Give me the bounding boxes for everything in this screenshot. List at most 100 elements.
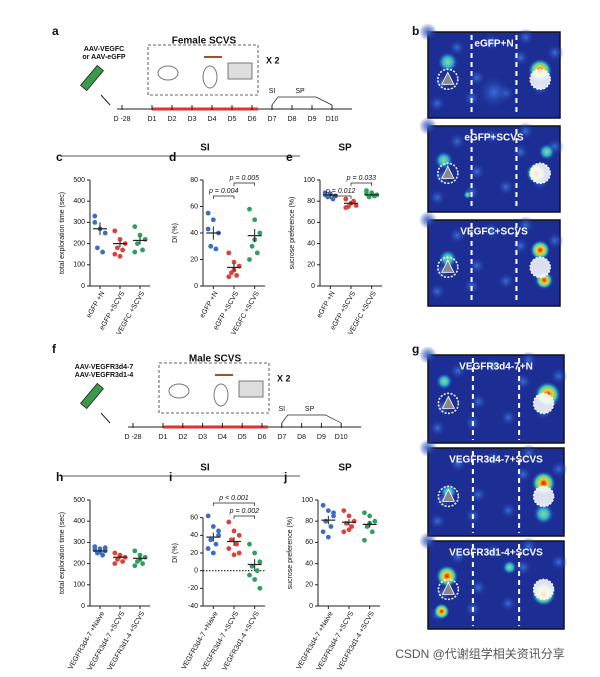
heatmap-blob [502,560,517,575]
panel-label: j [283,470,287,484]
vector-label: AAV-VEGFR3d4-7 [75,364,134,371]
heatmap-label: VEGFR3d4-7+N [459,362,533,373]
heatmap-label: VEGFR3d1-4+SCVS [449,548,543,559]
data-point [320,529,326,535]
heatmap-blob [533,504,554,524]
protocol-title: Male SCVS [189,354,242,365]
y-axis-label: DI (%) [172,543,179,563]
section-label: SP [338,143,352,154]
test-label: SP [305,406,315,413]
heatmap-mottle [467,256,486,275]
day-label: D6 [258,434,267,441]
p-value: p = 0.002 [229,508,259,515]
x-tick-label: VEGFR3d4-7 +SCVS [316,610,356,672]
y-tick-label: 80 [305,518,313,525]
y-tick-label: 500 [73,497,85,504]
needle [100,412,111,424]
y-tick-label: 0 [81,283,85,290]
data-point [102,230,108,236]
icon [238,380,264,398]
object [441,488,456,502]
x-tick-label: VEGFR3d4-7 +Naive [67,610,106,671]
mouse-zone [529,162,551,185]
protocol-box [158,362,270,414]
data-point [140,561,146,566]
heatmap-mottle [519,444,538,463]
heatmap-mottle [514,465,533,484]
heatmap-mottle [516,216,535,235]
significance-bracket [350,182,373,186]
data-point [346,527,352,533]
data-point [132,563,138,569]
data-point [247,572,252,578]
heatmap-mottle [419,211,437,229]
day-label: D8 [288,116,297,123]
data-point [366,194,372,200]
y-tick-label: 0 [309,603,313,610]
heatmap-blob [434,151,453,170]
heatmap-mottle [516,28,535,47]
data-point [247,206,252,212]
p-value: p < 0.001 [218,495,248,502]
y-tick-label: 20 [190,256,198,263]
object-zone [437,485,460,508]
y-tick-label: 60 [307,219,315,226]
mouse-zone [529,68,551,91]
data-point [112,550,118,556]
day-label: D6 [248,116,257,123]
heatmap-label: VEGFC+SCVS [460,227,528,238]
data-point [364,191,369,197]
heatmap-mottle [549,553,568,572]
data-point [231,259,237,265]
data-point [349,524,354,529]
heatmap-mottle [448,38,467,57]
heatmap-mottle [428,282,447,301]
data-point [117,253,123,259]
data-point [205,210,211,216]
panel-label: i [169,470,172,484]
heatmap-mottle [482,33,501,52]
panel-label: a [52,24,59,38]
data-point [247,541,252,547]
icon [168,383,190,399]
icon [157,65,179,81]
heatmap-mottle [448,361,467,380]
x-tick-label: VEGFR3d4-7 +SCVS [87,610,127,672]
heatmap-mottle [516,122,535,141]
data-point [92,220,98,225]
data-point [210,524,216,529]
heatmap-mottle [484,542,503,561]
day-label: D5 [238,434,247,441]
vector-label: AAV-VEGFC [84,46,124,53]
data-point [257,230,263,236]
object [441,259,455,273]
y-tick-label: 40 [190,230,198,237]
section-label: SI [200,463,210,474]
data-point [115,245,120,251]
day-label: D9 [317,434,326,441]
heatmap-mottle [419,346,437,364]
data-point [364,524,370,529]
data-point [132,249,138,255]
data-point [112,251,118,257]
heatmap-blob [433,603,450,620]
x-tick-label: VEGFR3d1-4 +SCVS [221,610,261,672]
data-point [234,541,240,547]
p-value: p = 0.005 [229,175,259,182]
y-tick-label: 0 [311,283,315,290]
data-point [140,247,146,253]
heatmap-mottle [511,236,530,255]
data-point [362,537,367,543]
data-point [205,546,211,551]
data-point [95,245,100,251]
data-point [142,554,148,560]
y-tick-label: 0 [81,603,85,610]
heatmap-mottle [499,501,518,520]
data-point [226,519,232,525]
y-tick-label: 300 [73,219,85,226]
data-point [231,528,237,534]
heatmap-mottle [514,372,533,391]
heatmap-mottle [448,132,467,151]
test-label: SI [269,88,276,95]
